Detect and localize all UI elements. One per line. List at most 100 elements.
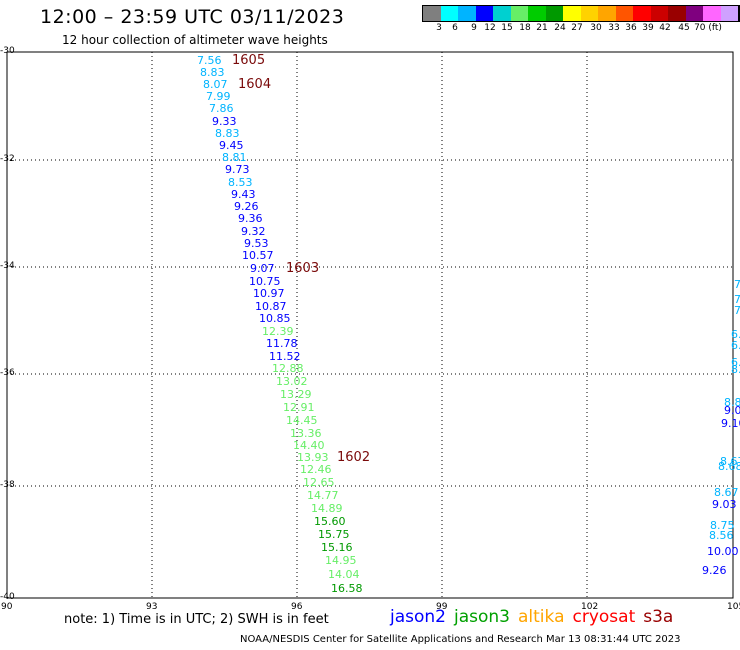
legend-swatch bbox=[668, 6, 686, 21]
satellite-label-altika: altika bbox=[518, 607, 565, 627]
wave-height-value: 7. bbox=[734, 304, 740, 317]
pass-cycle-number: 1605 bbox=[232, 53, 266, 68]
legend-swatch bbox=[720, 6, 738, 21]
wave-height-value: 14.95 bbox=[325, 554, 357, 567]
legend-swatch bbox=[563, 6, 581, 21]
wave-height-value: 10.97 bbox=[253, 287, 285, 300]
latitude-tick-label: -38 bbox=[0, 480, 15, 490]
satellite-legend: jason2 jason3 altika cryosat s3a bbox=[390, 607, 681, 627]
legend-swatch bbox=[650, 6, 668, 21]
wave-height-value: 12.88 bbox=[272, 362, 304, 375]
map-title: 12:00 – 23:59 UTC 03/11/2023 bbox=[40, 6, 345, 28]
longitude-tick-label: 99 bbox=[436, 602, 448, 612]
legend-label: 9 bbox=[471, 23, 477, 33]
wave-height-value: 8.56 bbox=[709, 529, 734, 542]
wave-height-value: 9.43 bbox=[231, 188, 256, 201]
wave-height-value: 14.77 bbox=[307, 489, 339, 502]
wave-height-value: 15.60 bbox=[314, 515, 346, 528]
footer-credit: NOAA/NESDIS Center for Satellite Applica… bbox=[240, 634, 681, 645]
legend-label: 30 bbox=[590, 23, 602, 33]
longitude-tick-label: 90 bbox=[1, 602, 13, 612]
legend-swatch bbox=[458, 6, 476, 21]
wave-height-value: 15.75 bbox=[318, 528, 350, 541]
pass-cycle-number: 1603 bbox=[286, 261, 320, 276]
legend-label: 21 bbox=[536, 23, 548, 33]
legend-swatch bbox=[475, 6, 493, 21]
wave-height-value: 8.81 bbox=[222, 151, 247, 164]
wave-height-value: 12.65 bbox=[303, 476, 335, 489]
wave-height-value: 14.40 bbox=[293, 439, 325, 452]
legend-label: 36 bbox=[625, 23, 637, 33]
legend-swatch bbox=[510, 6, 528, 21]
wave-height-value: 7. bbox=[734, 293, 740, 306]
legend-swatch bbox=[615, 6, 633, 21]
wave-height-value: 9.26 bbox=[234, 200, 259, 213]
wave-height-value: 8.68 bbox=[718, 460, 740, 473]
color-legend-labels: 3 6 9 12 15 18 21 24 27 30 33 36 39 42 45 70 (ft) bbox=[422, 23, 740, 35]
satellite-label-s3a: s3a bbox=[643, 607, 674, 627]
wave-height-value: 10.85 bbox=[259, 312, 291, 325]
wave-height-value: 10.57 bbox=[242, 249, 274, 262]
wave-height-value: 7. bbox=[734, 278, 740, 291]
satellite-label-jason3: jason3 bbox=[454, 607, 510, 627]
legend-label: 45 bbox=[678, 23, 690, 33]
wave-height-value: 8.83 bbox=[200, 66, 225, 79]
wave-height-value: 12.46 bbox=[300, 463, 332, 476]
legend-label: 6 bbox=[452, 23, 458, 33]
satellite-label-jason2: jason2 bbox=[390, 607, 446, 627]
legend-swatch bbox=[685, 6, 703, 21]
wave-height-value: 13.02 bbox=[276, 375, 308, 388]
wave-height-value: 7.99 bbox=[206, 90, 231, 103]
latitude-tick-label: -34 bbox=[0, 261, 15, 271]
map-subtitle: 12 hour collection of altimeter wave hei… bbox=[62, 33, 328, 47]
wave-height-value: 8.8 bbox=[724, 396, 740, 409]
wave-height-value: 8.07 bbox=[203, 78, 228, 91]
legend-swatch bbox=[528, 6, 546, 21]
wave-height-value: 9.45 bbox=[219, 139, 244, 152]
wave-height-value: 9.53 bbox=[244, 237, 269, 250]
wave-height-value: 11.52 bbox=[269, 350, 301, 363]
wave-height-value: 7.86 bbox=[209, 102, 234, 115]
latitude-tick-label: -30 bbox=[0, 46, 15, 56]
wave-height-value: 13.29 bbox=[280, 388, 312, 401]
legend-label: 42 bbox=[659, 23, 671, 33]
wave-height-value: 9.26 bbox=[702, 564, 727, 577]
wave-height-value: 8.75 bbox=[710, 519, 735, 532]
wave-height-value: 14.04 bbox=[328, 568, 360, 581]
wave-height-value: 14.45 bbox=[286, 414, 318, 427]
plot-frame bbox=[6, 51, 734, 599]
legend-label: 18 bbox=[519, 23, 531, 33]
wave-height-value: 12.39 bbox=[262, 325, 294, 338]
wave-height-value: 13.36 bbox=[290, 427, 322, 440]
pass-cycle-number: 1604 bbox=[238, 77, 272, 92]
legend-swatch bbox=[580, 6, 598, 21]
wave-height-value: 9.07 bbox=[250, 262, 275, 275]
longitude-tick-label: 102 bbox=[581, 602, 599, 612]
wave-height-value: 9.32 bbox=[241, 225, 266, 238]
legend-label: 33 bbox=[608, 23, 620, 33]
wave-height-value: 8.67 bbox=[720, 455, 740, 468]
longitude-tick-label: 105 bbox=[727, 602, 740, 612]
wave-height-value: 9.05 bbox=[724, 404, 740, 417]
legend-label: 27 bbox=[571, 23, 583, 33]
longitude-tick-label: 93 bbox=[146, 602, 158, 612]
legend-label: 24 bbox=[554, 23, 566, 33]
note-text: note: 1) Time is in UTC; 2) SWH is in fe… bbox=[64, 612, 329, 627]
legend-swatch bbox=[493, 6, 511, 21]
legend-label: 70 (ft) bbox=[694, 23, 722, 33]
latitude-tick-label: -36 bbox=[0, 368, 15, 378]
wave-height-value: 13.93 bbox=[297, 451, 329, 464]
legend-swatch bbox=[598, 6, 616, 21]
wave-height-value: 14.89 bbox=[311, 502, 343, 515]
legend-label: 39 bbox=[642, 23, 654, 33]
wave-height-value: 8.83 bbox=[215, 127, 240, 140]
wave-height-value: 6.9 bbox=[731, 356, 740, 369]
wave-height-value: 8.4 bbox=[731, 363, 740, 376]
legend-label: 12 bbox=[484, 23, 496, 33]
wave-height-value: 9.33 bbox=[212, 115, 237, 128]
wave-height-value: 6. bbox=[731, 328, 740, 341]
wave-height-value: 15.16 bbox=[321, 541, 353, 554]
longitude-tick-label: 96 bbox=[291, 602, 303, 612]
latitude-tick-label: -40 bbox=[0, 592, 15, 602]
pass-cycle-number: 1602 bbox=[337, 450, 371, 465]
